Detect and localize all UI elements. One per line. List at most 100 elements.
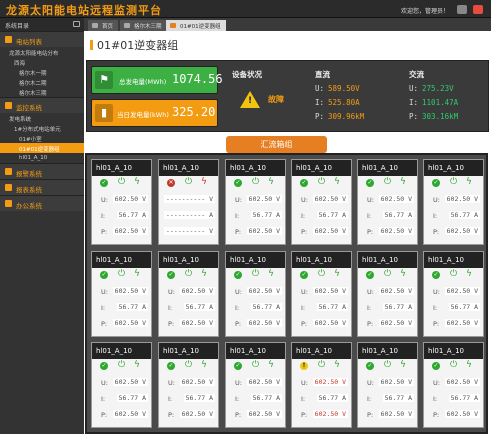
power-icon[interactable]: ⏻	[384, 177, 392, 187]
u-value: 602.50 V	[246, 287, 282, 295]
combiner-card[interactable]: hl01_A_10 ✓ ⏻ ϟ U: 602.50 V I: 56.77 A P: 602.50 …	[158, 342, 219, 428]
sidebar-item[interactable]: 1#分布式电站单元	[14, 127, 61, 133]
sidebar-group[interactable]: 监控系统	[0, 97, 84, 113]
u-value: 602.50 V	[378, 378, 414, 386]
p-row: P: 602.50 V	[168, 410, 215, 419]
user-icon[interactable]	[457, 5, 467, 14]
sidebar-item[interactable]: 01#小室	[19, 137, 42, 143]
bolt-icon: ϟ	[201, 177, 207, 187]
logout-icon[interactable]	[473, 5, 483, 14]
sidebar-item[interactable]: 龙源太阳能电站分布	[9, 51, 59, 57]
p-value: 602.50 V	[246, 227, 282, 235]
sidebar-item[interactable]: 发电系统	[9, 117, 32, 123]
combiner-card[interactable]: hl01_A_10 ✓ ⏻ ϟ U: 602.50 V I: 56.77 A P: 602.50 …	[225, 159, 286, 245]
status-icon: ✓	[100, 362, 108, 370]
page-icon	[124, 23, 130, 28]
power-icon[interactable]: ⏻	[450, 269, 458, 279]
combiner-card[interactable]: hl01_A_10 ✓ ⏻ ϟ U: 602.50 V I: 56.77 A P: 602.50 …	[291, 251, 352, 337]
sidebar-group[interactable]: 办公系统	[0, 195, 84, 211]
p-value: 602.50 V	[444, 227, 480, 235]
combiner-card[interactable]: hl01_A_10 ✓ ⏻ ϟ U: 602.50 V I: 56.77 A P: 602.50 …	[225, 251, 286, 337]
sidebar-item[interactable]: 格尔木二期	[19, 81, 47, 87]
sidebar-item[interactable]: hl01_A_10	[19, 155, 48, 161]
card-title: hl01_A_10	[358, 252, 417, 268]
power-icon[interactable]: ⏻	[185, 177, 193, 187]
power-icon[interactable]: ⏻	[318, 360, 326, 370]
warning-icon	[240, 91, 260, 108]
tower-icon: ⚑	[95, 71, 113, 89]
combiner-card[interactable]: hl01_A_10 ✓ ⏻ ϟ U: 602.50 V I: 56.77 A P: 602.50 …	[91, 251, 152, 337]
power-icon[interactable]: ⏻	[252, 360, 260, 370]
p-row: P: 602.50 V	[433, 319, 480, 328]
group-icon	[5, 36, 12, 43]
sidebar-header-label: 系统目录	[5, 23, 30, 30]
today-power-box: ▮ 当日发电量(kWh) 325.20	[91, 99, 218, 127]
power-icon[interactable]: ⏻	[384, 269, 392, 279]
status-icon: ✓	[167, 271, 175, 279]
status-icon: ✓	[300, 179, 308, 187]
combiner-card[interactable]: hl01_A_10 ✓ ⏻ ϟ U: 602.50 V I: 56.77 A P: 602.50 …	[91, 342, 152, 428]
p-value: 602.50 V	[112, 410, 148, 418]
power-icon[interactable]: ⏻	[384, 360, 392, 370]
combiner-card[interactable]: hl01_A_10 ✓ ⏻ ϟ U: 602.50 V I: 56.77 A P: 602.50 …	[91, 159, 152, 245]
combiner-card[interactable]: hl01_A_10 ✓ ⏻ ϟ U: 602.50 V I: 56.77 A P: 602.50 …	[291, 159, 352, 245]
status-icon: ✓	[366, 179, 374, 187]
tab-label: 首页	[102, 24, 114, 30]
ac-i: I: 1101.47A	[409, 98, 459, 107]
sidebar-item[interactable]: 格尔木三期	[19, 91, 47, 97]
status-icon: ✓	[432, 362, 440, 370]
status-icon: ✓	[234, 362, 242, 370]
combiner-card[interactable]: hl01_A_10 ✓ ⏻ ϟ U: 602.50 V I: 56.77 A P: 602.50 …	[423, 159, 484, 245]
combiner-card[interactable]: hl01_A_10! ⏻ ϟ U: 602.50 V I: 56.77 A P: 602.50 …	[291, 342, 352, 428]
sidebar-item[interactable]: 格尔木一期	[19, 71, 47, 77]
power-icon[interactable]: ⏻	[450, 360, 458, 370]
tab-home[interactable]: 首页	[88, 20, 119, 31]
dc-title: 直流	[315, 70, 330, 79]
power-icon[interactable]: ⏻	[252, 177, 260, 187]
tab-geermu-3[interactable]: 格尔木三期	[120, 20, 167, 31]
i-row: I:---------- A	[159, 210, 218, 222]
power-icon[interactable]: ⏻	[318, 269, 326, 279]
combiner-card[interactable]: hl01_A_10 ✓ ⏻ ϟ U: 602.50 V I: 56.77 A P: 602.50 …	[357, 251, 418, 337]
sidebar-group[interactable]: 电站列表	[0, 31, 84, 47]
combiner-card[interactable]: hl01_A_10 ✓ ⏻ ϟ U: 602.50 V I: 56.77 A P: 602.50 …	[423, 251, 484, 337]
power-icon[interactable]: ⏻	[118, 177, 126, 187]
combiner-card[interactable]: hl01_A_10 ✓ ⏻ ϟ U: 602.50 V I: 56.77 A P: 602.50 …	[158, 251, 219, 337]
power-icon[interactable]: ⏻	[318, 177, 326, 187]
sidebar-group[interactable]: 报表系统	[0, 179, 84, 195]
page-title: 01#01逆变器组	[97, 39, 179, 52]
combiner-card[interactable]: hl01_A_10 ✓ ⏻ ϟ U: 602.50 V I: 56.77 A P: 602.50 …	[423, 342, 484, 428]
combiner-card[interactable]: hl01_A_10 ✓ ⏻ ϟ U: 602.50 V I: 56.77 A P: 602.50 …	[357, 159, 418, 245]
status-icon: ✓	[234, 271, 242, 279]
tab-inverter-group[interactable]: 01#01逆变器组	[166, 20, 226, 31]
u-value: 602.50 V	[444, 378, 480, 386]
power-icon[interactable]: ⏻	[252, 269, 260, 279]
status-icon: ✓	[234, 179, 242, 187]
sidebar-group[interactable]: 报警系统	[0, 163, 84, 179]
u-row: U: 602.50 V	[235, 195, 282, 204]
i-value: 56.77 A	[448, 303, 480, 311]
today-power-value: 325.20	[172, 105, 216, 119]
power-icon[interactable]: ⏻	[185, 269, 193, 279]
i-row: I: 56.77 A	[367, 394, 414, 403]
page-icon	[170, 23, 176, 28]
status-icon: ✕	[167, 179, 175, 187]
u-row: U: 602.50 V	[168, 287, 215, 296]
power-icon[interactable]: ⏻	[118, 269, 126, 279]
power-icon[interactable]: ⏻	[450, 177, 458, 187]
combiner-card[interactable]: hl01_A_10 ✓ ⏻ ϟ U: 602.50 V I: 56.77 A P: 602.50 …	[225, 342, 286, 428]
combiner-card[interactable]: hl01_A_10 ✓ ⏻ ϟ U: 602.50 V I: 56.77 A P: 602.50 …	[357, 342, 418, 428]
p-row: P: 602.50 V	[101, 227, 148, 236]
combiner-group-tab[interactable]: 汇流箱组	[226, 136, 327, 153]
sidebar-toggle-icon[interactable]	[73, 21, 80, 27]
sidebar-item[interactable]: 01#01逆变器组	[0, 143, 84, 153]
sidebar-item[interactable]: 西海	[14, 61, 26, 67]
p-row: P: 602.50 V	[301, 227, 348, 236]
p-value: 602.50 V	[179, 319, 215, 327]
power-icon[interactable]: ⏻	[118, 360, 126, 370]
combiner-card[interactable]: hl01_A_10 ✕ ⏻ ϟ U:---------- V I:---------- A…	[158, 159, 219, 245]
top-bar: 龙源太阳能电站远程监测平台 欢迎您，管理员！	[0, 0, 491, 18]
i-row: I: 56.77 A	[301, 303, 348, 312]
p-row: P: 602.50 V	[367, 410, 414, 419]
power-icon[interactable]: ⏻	[185, 360, 193, 370]
